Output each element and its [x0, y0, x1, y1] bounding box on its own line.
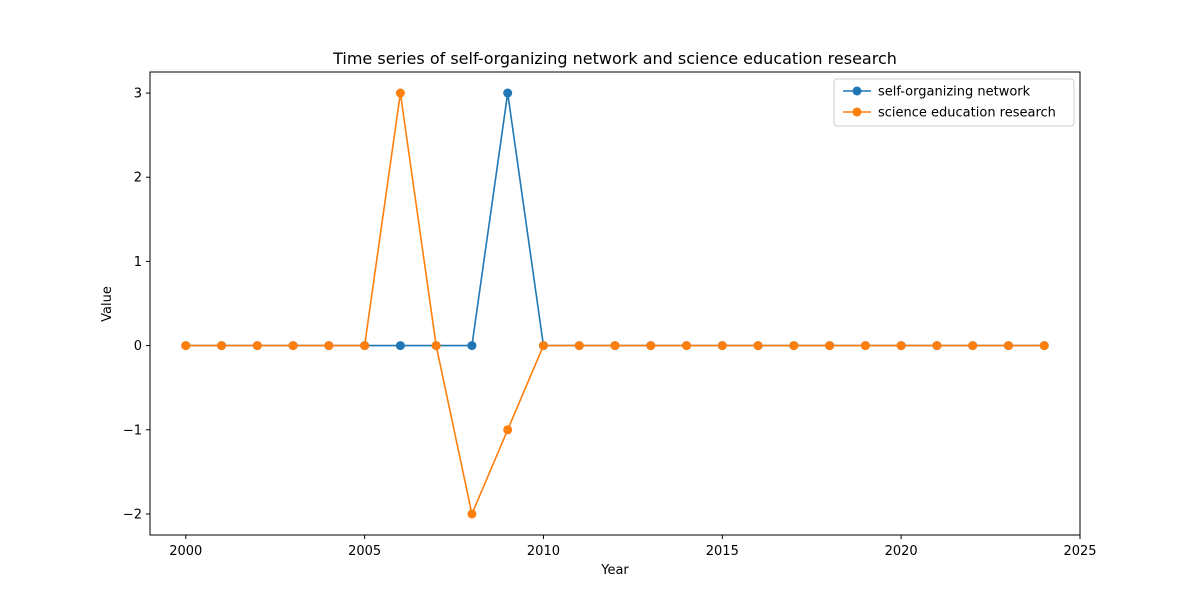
- legend-label-1: science education research: [878, 106, 1056, 121]
- x-tick-label: 2020: [885, 544, 918, 559]
- x-tick-label: 2005: [348, 544, 381, 559]
- data-point: [395, 88, 405, 98]
- data-point: [789, 341, 799, 351]
- data-point: [467, 341, 477, 351]
- data-point: [968, 341, 978, 351]
- data-point: [288, 341, 298, 351]
- data-point: [181, 341, 191, 351]
- data-point: [217, 341, 227, 351]
- legend: self-organizing network science education…: [833, 78, 1075, 127]
- data-point: [252, 341, 262, 351]
- legend-marker-1: [852, 107, 862, 117]
- x-tick-label: 2000: [169, 544, 202, 559]
- y-tick-label: 1: [134, 255, 142, 270]
- data-point: [1003, 341, 1013, 351]
- x-axis-label: Year: [600, 563, 629, 578]
- data-point: [503, 425, 513, 435]
- data-point: [682, 341, 692, 351]
- data-point: [860, 341, 870, 351]
- x-tick-label: 2025: [1063, 544, 1096, 559]
- data-point: [1039, 341, 1049, 351]
- y-tick-label: −1: [123, 423, 142, 438]
- y-tick-label: 0: [134, 339, 142, 354]
- data-point: [503, 88, 513, 98]
- data-point: [395, 341, 405, 351]
- data-point: [646, 341, 656, 351]
- data-point: [538, 341, 548, 351]
- x-tick-label: 2015: [706, 544, 739, 559]
- y-tick-label: −2: [123, 507, 142, 522]
- axes-frame: [149, 71, 1081, 536]
- data-point: [896, 341, 906, 351]
- legend-box: [833, 78, 1075, 127]
- legend-marker-0: [852, 86, 862, 96]
- legend-label-0: self-organizing network: [878, 85, 1031, 100]
- data-point: [932, 341, 942, 351]
- data-point: [753, 341, 763, 351]
- data-point: [431, 341, 441, 351]
- y-tick-label: 2: [134, 171, 142, 186]
- data-point: [574, 341, 584, 351]
- data-point: [717, 341, 727, 351]
- chart-title: Time series of self-organizing network a…: [332, 49, 897, 68]
- x-tick-label: 2010: [527, 544, 560, 559]
- data-point: [610, 341, 620, 351]
- y-axis-label: Value: [100, 286, 115, 322]
- data-point: [324, 341, 334, 351]
- plot-area: 2000 2005 2010 2015 2020 2025 −2 −1 0 1 2 3: [123, 71, 1097, 559]
- data-point: [360, 341, 370, 351]
- data-point: [467, 509, 477, 519]
- y-tick-label: 3: [134, 87, 142, 102]
- data-point: [825, 341, 835, 351]
